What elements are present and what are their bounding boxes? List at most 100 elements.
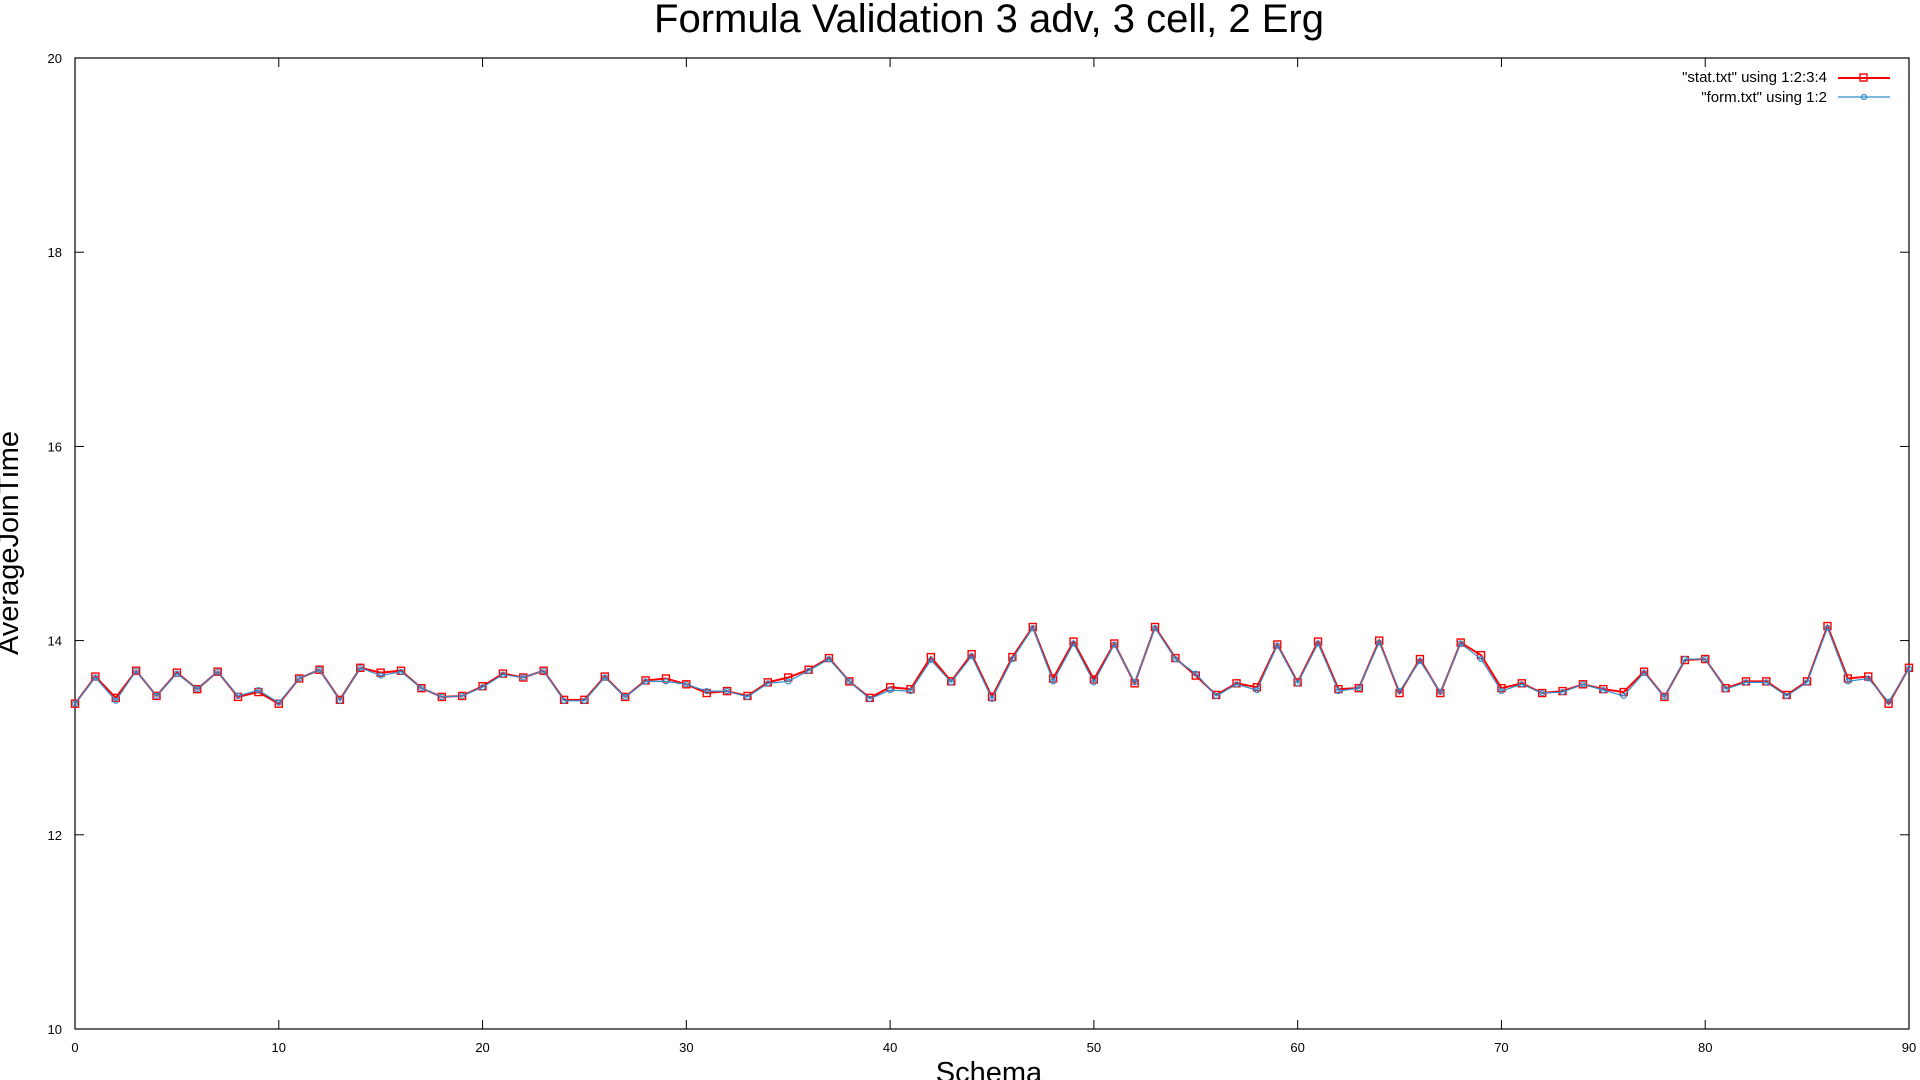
x-tick-label: 60: [1290, 1040, 1304, 1055]
data-point: [1253, 687, 1261, 694]
data-point: [967, 649, 976, 659]
y-tick-label: 18: [48, 245, 62, 260]
data-point: [234, 692, 242, 700]
data-point: [133, 667, 140, 674]
x-tick-label: 10: [272, 1040, 286, 1055]
data-point: [152, 691, 161, 701]
data-point: [153, 692, 160, 700]
data-point: [1864, 672, 1873, 681]
data-point: [539, 666, 548, 675]
data-point: [1457, 640, 1464, 647]
data-point: [499, 671, 507, 678]
x-tick-label: 50: [1087, 1040, 1101, 1055]
data-point: [1579, 681, 1587, 688]
data-point: [377, 672, 384, 679]
x-tick-label: 70: [1494, 1040, 1508, 1055]
data-point: [785, 678, 792, 685]
data-point: [887, 687, 894, 694]
legend-marker-form: [1860, 93, 1868, 101]
data-point: [1335, 687, 1342, 695]
y-axis-ticks: 10 12 14 16 18 20: [48, 51, 1909, 1037]
data-point: [1050, 678, 1057, 685]
data-point: [988, 695, 996, 702]
data-point: [1274, 642, 1281, 649]
data-point: [1722, 686, 1729, 693]
data-point: [173, 670, 180, 677]
data-point: [1029, 624, 1036, 632]
data-point: [70, 699, 80, 708]
data-point: [1702, 655, 1709, 663]
data-point: [662, 678, 670, 685]
x-tick-label: 90: [1902, 1040, 1916, 1055]
data-point: [1070, 640, 1077, 647]
data-point: [1376, 639, 1383, 646]
data-point: [1824, 624, 1831, 632]
data-point: [1131, 679, 1138, 686]
data-point: [1111, 641, 1118, 648]
data-point: [1314, 640, 1322, 647]
data-point: [702, 688, 711, 698]
data-point: [805, 667, 812, 674]
data-point: [1009, 655, 1016, 663]
data-point: [622, 693, 629, 701]
data-point: [479, 684, 486, 691]
data-point: [1681, 655, 1688, 663]
data-point: [356, 663, 365, 672]
data-point: [642, 678, 649, 685]
y-tick-label: 20: [48, 51, 62, 66]
data-point: [1640, 669, 1648, 676]
data-point: [560, 697, 568, 704]
data-point: [1069, 637, 1078, 646]
data-point: [1313, 637, 1323, 646]
data-point: [1498, 687, 1505, 695]
data-point: [316, 666, 323, 673]
chart-title: Formula Validation 3 adv, 3 cell, 2 Erg: [654, 0, 1324, 41]
data-point: [927, 656, 934, 664]
data-point: [1008, 652, 1017, 662]
data-point: [1191, 671, 1200, 680]
data-point: [1783, 692, 1790, 700]
data-point: [540, 667, 547, 674]
data-point: [621, 692, 630, 702]
data-point: [1416, 657, 1424, 665]
legend-label-form: "form.txt" using 1:2: [1701, 89, 1827, 106]
data-point: [193, 684, 202, 694]
data-point: [1172, 655, 1179, 663]
data-point: [214, 668, 221, 675]
data-point: [906, 684, 915, 694]
legend-label-stat: "stat.txt" using 1:2:3:4: [1682, 69, 1827, 86]
data-point: [1334, 684, 1343, 694]
data-point: [438, 693, 445, 701]
y-axis-label: AverageJoinTime: [0, 431, 25, 655]
data-point: [948, 679, 955, 686]
data-point: [846, 678, 853, 685]
data-point: [1192, 670, 1199, 677]
series-line: [74, 626, 1910, 705]
y-tick-label: 14: [48, 634, 62, 649]
data-point: [601, 674, 608, 681]
data-point: [987, 692, 997, 702]
x-tick-label: 40: [883, 1040, 897, 1055]
data-point: [1578, 680, 1588, 689]
data-point: [1865, 675, 1872, 682]
data-point: [397, 668, 405, 675]
data-point: [1294, 680, 1301, 687]
data-point: [357, 664, 364, 671]
legend: "stat.txt" using 1:2:3:4 "form.txt" usin…: [1682, 69, 1890, 106]
data-point: [1844, 678, 1851, 685]
data-point: [764, 680, 771, 687]
data-point: [71, 700, 79, 707]
x-tick-label: 30: [679, 1040, 693, 1055]
data-point: [315, 665, 324, 674]
data-point: [1885, 698, 1892, 705]
data-point: [1395, 688, 1404, 698]
x-tick-label: 0: [71, 1040, 78, 1055]
data-point: [1213, 692, 1220, 700]
data-point: [112, 697, 119, 704]
data-point: [723, 687, 731, 695]
data-point: [418, 685, 425, 692]
data-point: [296, 675, 303, 682]
data-point: [683, 681, 690, 688]
data-point: [1539, 689, 1546, 697]
